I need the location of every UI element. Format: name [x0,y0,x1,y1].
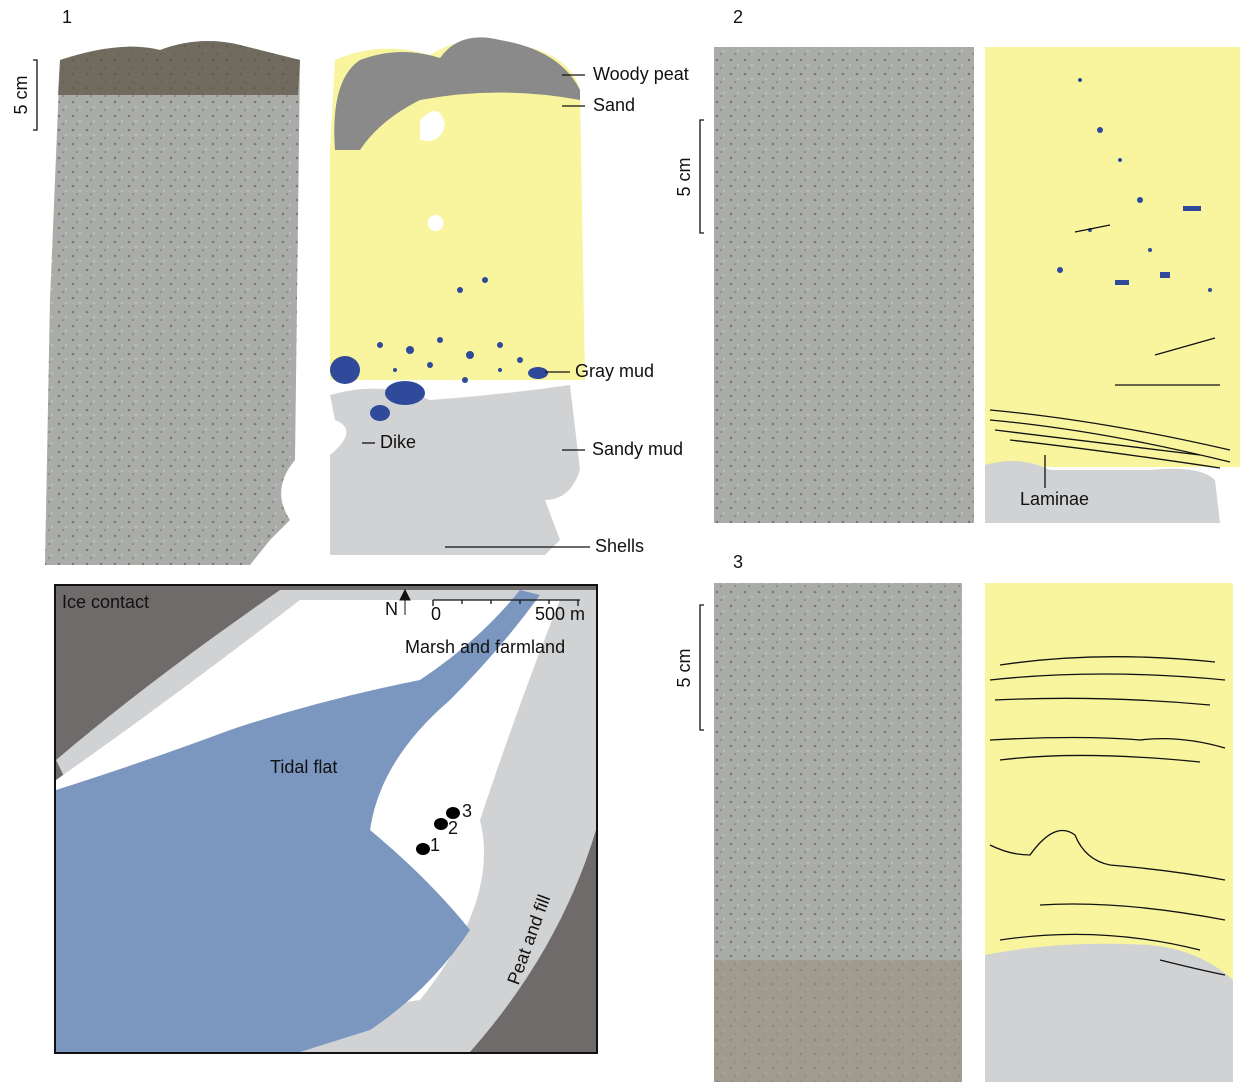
panel-3: 3 5 cm [674,552,1233,1082]
site-label: 3 [462,801,472,821]
map-label: Marsh and farmland [405,637,565,657]
unit-label: Sand [593,95,635,115]
scale-bar [700,605,704,730]
north-label: N [385,599,398,619]
site-marker [434,818,448,830]
scale-bar [33,60,37,130]
gray-mud [370,405,390,421]
unit-label: Sandy mud [592,439,683,459]
map-label: Tidal flat [270,757,337,777]
scale-bar [700,120,704,233]
panel-2: 2 5 cm Laminae [674,7,1240,523]
panel-1: 1 5 cm Woody peat Sand Gray mud Dike San… [11,7,689,565]
site-marker [416,843,430,855]
site-label: 2 [448,818,458,838]
panel-label: 3 [733,552,743,572]
scale-label: 5 cm [11,75,31,114]
panel-label: 2 [733,7,743,27]
scale-label: 500 m [535,604,585,624]
gray-mud [528,367,548,379]
core-photo [714,47,974,523]
scale-label: 5 cm [674,648,694,687]
core-photo [45,41,300,565]
sand [985,583,1233,983]
unit-label: Gray mud [575,361,654,381]
annotation: Laminae [1020,489,1089,509]
map: Ice contact Marsh and farmland Tidal fla… [55,585,597,1053]
unit-label: Shells [595,536,644,556]
site-label: 1 [430,835,440,855]
figure: 1 5 cm Woody peat Sand Gray mud Dike San… [0,0,1249,1082]
map-label: Ice contact [62,592,149,612]
core-photo-base [714,960,962,1082]
panel-label: 1 [62,7,72,27]
sand [985,47,1240,467]
unit-label: Dike [380,432,416,452]
gray-mud [385,381,425,405]
unit-label: Woody peat [593,64,689,84]
gray-mud [330,356,360,384]
scale-label: 5 cm [674,157,694,196]
peat-photo [58,41,300,95]
sandy-mud [985,944,1233,1082]
sandy-mud [330,385,580,555]
scale-label: 0 [431,604,441,624]
